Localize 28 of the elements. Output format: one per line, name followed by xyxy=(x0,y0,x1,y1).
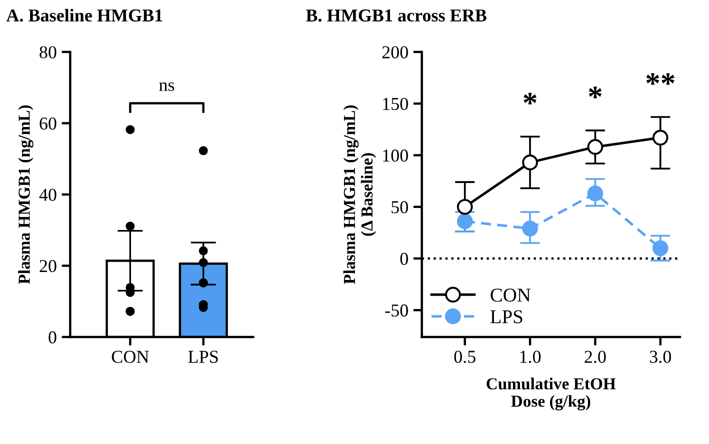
y-tick-label: 40 xyxy=(39,188,56,201)
y-axis-title: Plasma HMGB1 (ng/mL) (Δ Baseline) xyxy=(343,105,376,284)
y-tick-label: 50 xyxy=(392,201,408,214)
y-tick-label: 80 xyxy=(40,46,56,58)
y-tick-label: -50 xyxy=(385,304,408,317)
legend-label: LPS xyxy=(490,310,522,324)
x-tick-label: LPS xyxy=(188,350,218,363)
x-tick-label: 1.0 xyxy=(520,350,541,363)
y-tick-label: 200 xyxy=(382,46,408,58)
annotation: * xyxy=(524,92,536,104)
y-tick-label: 60 xyxy=(40,117,56,130)
y-tick-label: 20 xyxy=(40,260,56,272)
annotation: ** xyxy=(646,73,674,85)
annotation: ns xyxy=(159,82,174,92)
legend-label: CON xyxy=(490,288,531,302)
y-tick-label: 150 xyxy=(383,98,408,110)
annotation: * xyxy=(588,86,602,98)
x-axis-title: Cumulative EtOH Dose (g/kg) xyxy=(486,378,616,410)
y-tick-label: 0 xyxy=(400,252,408,265)
y-axis-title: Plasma HMGB1 (ng/mL) xyxy=(18,105,34,284)
chart-title: B. HMGB1 across ERB xyxy=(306,9,486,22)
x-tick-label: CON xyxy=(112,350,149,363)
x-tick-label: 0.5 xyxy=(454,350,476,363)
chart-title: A. Baseline HMGB1 xyxy=(6,8,162,22)
y-tick-label: 100 xyxy=(383,149,408,162)
x-tick-label: 3.0 xyxy=(650,350,671,363)
y-tick-label: 0 xyxy=(48,331,56,344)
x-tick-label: 2.0 xyxy=(584,350,606,363)
